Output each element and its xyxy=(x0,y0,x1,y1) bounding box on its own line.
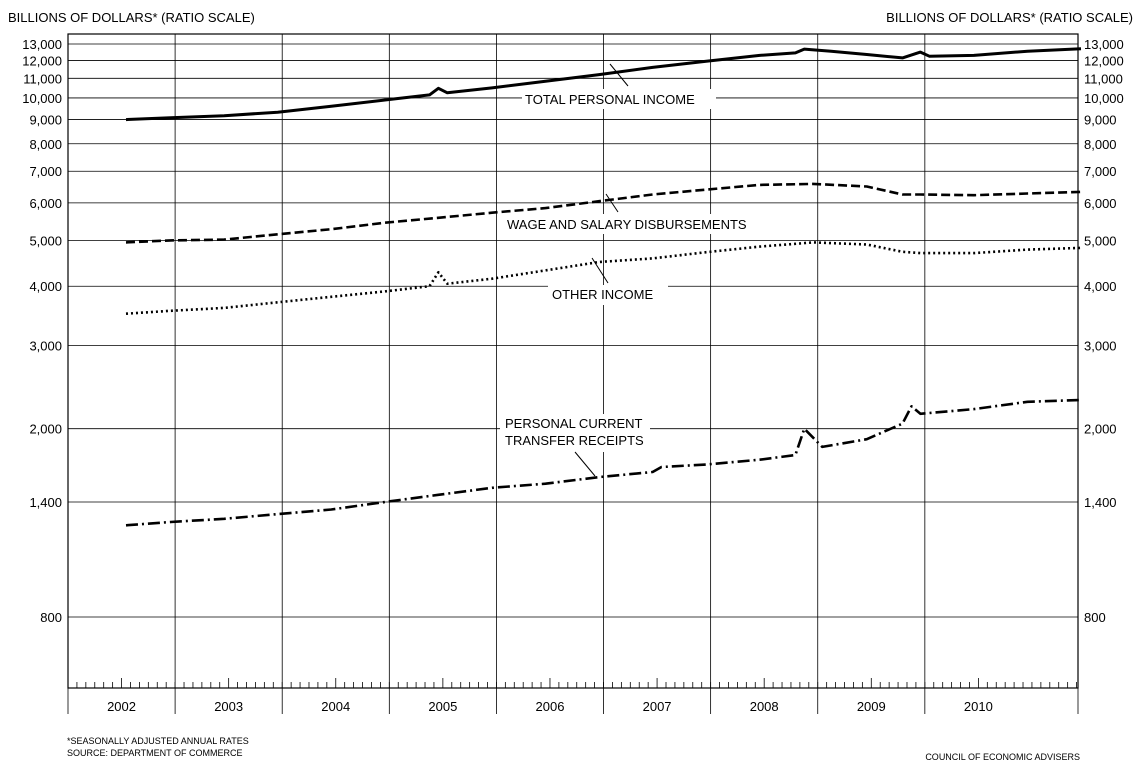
year-label-2007: 2007 xyxy=(643,699,672,714)
vertical-gridlines xyxy=(67,34,1079,714)
label-bg-total xyxy=(522,89,716,109)
series-labels: TOTAL PERSONAL INCOME WAGE AND SALARY DI… xyxy=(500,63,755,477)
year-label-2006: 2006 xyxy=(536,699,565,714)
leader-transfer xyxy=(574,451,596,477)
y-tick-labels-left: 800 1,400 2,000 3,000 4,000 5,000 6,000 7,000 8,… xyxy=(22,37,62,625)
label-wage-and-salary: WAGE AND SALARY DISBURSEMENTS xyxy=(507,217,747,232)
label-transfer-line-1: PERSONAL CURRENT xyxy=(505,416,643,431)
leader-wage xyxy=(605,193,619,213)
y-tick-right-11000: 11,000 xyxy=(1084,71,1123,86)
y-tick-right-2000: 2,000 xyxy=(1084,422,1117,437)
year-label-2008: 2008 xyxy=(750,699,779,714)
label-bg-wage xyxy=(505,214,755,234)
year-label-2005: 2005 xyxy=(428,699,457,714)
y-tick-left-3000: 3,000 xyxy=(29,338,62,353)
y-tick-right-10000: 10,000 xyxy=(1084,91,1124,106)
y-tick-left-2000: 2,000 xyxy=(29,422,62,437)
plot-frame xyxy=(67,33,1079,689)
year-label-2004: 2004 xyxy=(321,699,350,714)
x-year-labels: 2002 2003 2004 2005 2006 2007 2008 2009 2010 xyxy=(107,699,993,714)
year-label-2002: 2002 xyxy=(107,699,136,714)
y-tick-right-3000: 3,000 xyxy=(1084,338,1117,353)
label-total-personal-income: TOTAL PERSONAL INCOME xyxy=(525,92,695,107)
leader-other xyxy=(591,257,609,284)
label-other-income: OTHER INCOME xyxy=(552,287,653,302)
y-tick-left-8000: 8,000 xyxy=(29,137,62,152)
y-tick-left-5000: 5,000 xyxy=(29,233,62,248)
series-line-1 xyxy=(125,47,1082,122)
y-tick-labels-right: 800 1,400 2,000 3,000 4,000 5,000 6,000 7,000 8,… xyxy=(1084,37,1124,625)
y-tick-left-6000: 6,000 xyxy=(29,196,62,211)
y-axis-title-left: BILLIONS OF DOLLARS* (RATIO SCALE) xyxy=(8,10,255,25)
y-tick-right-7000: 7,000 xyxy=(1084,164,1117,179)
label-transfer-line-2: TRANSFER RECEIPTS xyxy=(505,433,644,448)
y-tick-right-5000: 5,000 xyxy=(1084,233,1117,248)
y-tick-right-8000: 8,000 xyxy=(1084,137,1117,152)
y-tick-right-4000: 4,000 xyxy=(1084,279,1117,294)
credit: COUNCIL OF ECONOMIC ADVISERS xyxy=(925,752,1080,762)
y-tick-left-7000: 7,000 xyxy=(29,164,62,179)
series-lines xyxy=(125,47,1082,527)
month-tick-marks xyxy=(76,678,1077,688)
y-axis-title-right: BILLIONS OF DOLLARS* (RATIO SCALE) xyxy=(886,10,1133,25)
y-tick-left-11000: 11,000 xyxy=(23,71,62,86)
y-tick-right-800: 800 xyxy=(1084,610,1106,625)
series-line-2 xyxy=(125,182,1082,244)
y-tick-right-12000: 12,000 xyxy=(1084,53,1124,68)
y-tick-right-6000: 6,000 xyxy=(1084,196,1117,211)
label-bg-other xyxy=(548,285,668,305)
y-tick-left-9000: 9,000 xyxy=(29,113,62,128)
y-tick-right-9000: 9,000 xyxy=(1084,113,1117,128)
y-tick-left-1400: 1,400 xyxy=(29,495,62,510)
footnote-source: SOURCE: DEPARTMENT OF COMMERCE xyxy=(67,748,243,758)
y-tick-left-10000: 10,000 xyxy=(22,91,62,106)
y-tick-left-12000: 12,000 xyxy=(22,53,62,68)
footnote-rates: *SEASONALLY ADJUSTED ANNUAL RATES xyxy=(67,736,249,746)
y-tick-right-13000: 13,000 xyxy=(1084,37,1124,52)
label-bg-transfer xyxy=(500,414,650,452)
y-tick-left-800: 800 xyxy=(40,610,62,625)
year-label-2003: 2003 xyxy=(214,699,243,714)
year-label-2009: 2009 xyxy=(857,699,886,714)
y-tick-right-1400: 1,400 xyxy=(1084,495,1117,510)
horizontal-gridlines xyxy=(68,43,1078,618)
leader-total xyxy=(609,63,629,87)
y-tick-left-13000: 13,000 xyxy=(22,37,62,52)
year-label-2010: 2010 xyxy=(964,699,993,714)
y-tick-left-4000: 4,000 xyxy=(29,279,62,294)
